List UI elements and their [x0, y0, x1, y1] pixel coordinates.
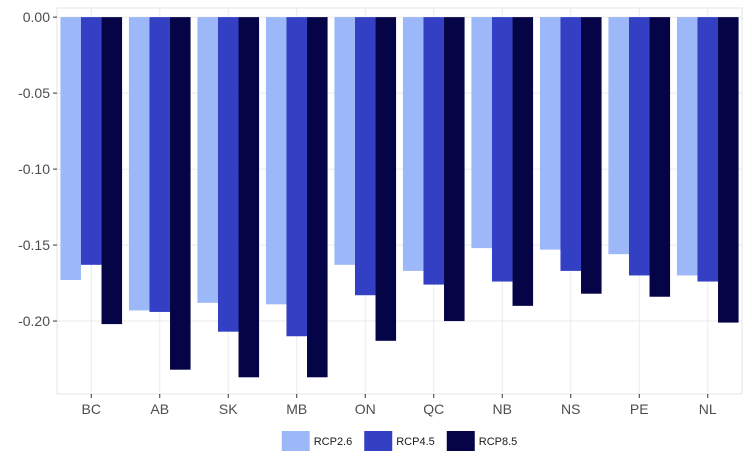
bar-on-rcp85 [375, 17, 397, 341]
legend-key [281, 431, 310, 451]
x-tick-label: BC [82, 401, 101, 417]
bar-qc-rcp45 [423, 17, 445, 285]
legend-label: RCP2.6 [314, 436, 353, 448]
y-tick-label: -0.10 [18, 161, 50, 177]
y-tick-label: 0.00 [23, 9, 50, 25]
bar-bc-rcp26 [60, 17, 81, 281]
x-tick-label: ON [355, 401, 376, 417]
bars [60, 17, 739, 378]
bar-mb-rcp26 [265, 17, 287, 305]
legend: RCP2.6 RCP4.5 RCP8.5 [281, 431, 518, 451]
bar-on-rcp45 [354, 17, 376, 296]
x-tick-label: QC [423, 401, 444, 417]
x-tick-label: AB [150, 401, 169, 417]
bar-mb-rcp85 [307, 17, 328, 378]
bar-pe-rcp85 [649, 17, 671, 297]
y-tick-label: -0.15 [18, 237, 50, 253]
x-axis: BC AB SK MB ON QC NB NS PE NL [82, 394, 717, 417]
y-tick-label: -0.05 [18, 85, 50, 101]
x-tick-label: NB [493, 401, 512, 417]
legend-key [446, 431, 475, 451]
legend-label: RCP8.5 [479, 436, 518, 448]
bar-ab-rcp26 [128, 17, 150, 311]
bar-mb-rcp45 [286, 17, 308, 337]
bar-nb-rcp45 [491, 17, 513, 282]
bar-sk-rcp45 [217, 17, 239, 332]
bar-nl-rcp26 [676, 17, 698, 276]
legend-key [364, 431, 393, 451]
bar-qc-rcp85 [444, 17, 465, 322]
bar-ns-rcp45 [560, 17, 582, 271]
bar-nl-rcp45 [697, 17, 719, 282]
legend-label: RCP4.5 [396, 436, 435, 448]
y-tick-label: -0.20 [18, 313, 50, 329]
bar-bc-rcp45 [80, 17, 102, 265]
bar-ns-rcp85 [581, 17, 602, 294]
bar-qc-rcp26 [402, 17, 424, 271]
bar-nb-rcp85 [512, 17, 534, 306]
bar-bc-rcp85 [101, 17, 123, 325]
x-tick-label: SK [219, 401, 238, 417]
bar-ab-rcp85 [170, 17, 191, 370]
bar-pe-rcp45 [628, 17, 650, 276]
bar-nl-rcp85 [718, 17, 739, 323]
x-tick-label: NL [699, 401, 717, 417]
x-tick-label: MB [286, 401, 307, 417]
x-tick-label: PE [630, 401, 649, 417]
bar-ab-rcp45 [149, 17, 171, 312]
y-axis: 0.00 -0.05 -0.10 -0.15 -0.20 [18, 9, 57, 329]
bar-sk-rcp26 [197, 17, 218, 303]
x-tick-label: NS [561, 401, 580, 417]
bar-ns-rcp26 [539, 17, 561, 250]
bar-nb-rcp26 [471, 17, 492, 249]
bar-on-rcp26 [334, 17, 355, 265]
bar-pe-rcp26 [608, 17, 629, 255]
bar-sk-rcp85 [238, 17, 260, 378]
